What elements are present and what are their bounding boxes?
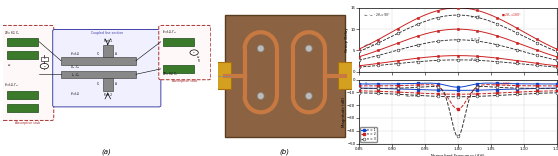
X-axis label: Normalized Frequency $(f/f_0)$: Normalized Frequency $(f/f_0)$ xyxy=(430,152,485,156)
Bar xyxy=(163,65,194,73)
Bar xyxy=(61,57,136,65)
Text: $\omega$: $\omega$ xyxy=(193,50,196,55)
Text: $\theta=\lambda/4$: $\theta=\lambda/4$ xyxy=(70,90,81,97)
Bar xyxy=(7,104,38,112)
Text: $2\theta_0\!=\!180°$: $2\theta_0\!=\!180°$ xyxy=(494,80,512,88)
Text: $\blacksquare$ $2\theta_0\!=\!180°$: $\blacksquare$ $2\theta_0\!=\!180°$ xyxy=(501,12,521,19)
Text: $\theta_0$: $\theta_0$ xyxy=(114,50,118,58)
Text: $S_{11}=S_{22}$: $S_{11}=S_{22}$ xyxy=(405,92,421,100)
Circle shape xyxy=(40,63,49,69)
Text: Coupled line section: Coupled line section xyxy=(91,31,123,35)
Bar xyxy=(163,38,194,46)
Bar xyxy=(211,62,232,89)
Text: $Y_0$: $Y_0$ xyxy=(96,81,101,88)
Y-axis label: Group Delay: Group Delay xyxy=(345,28,349,52)
Text: n = 3: n = 3 xyxy=(471,15,480,20)
Bar xyxy=(338,62,358,89)
Text: R: R xyxy=(198,59,199,63)
Text: Absorptive stub: Absorptive stub xyxy=(172,79,198,83)
Text: $2\theta=\lambda/2,Y_{st}$: $2\theta=\lambda/2,Y_{st}$ xyxy=(4,29,20,37)
Legend: n = 1, n = 2, n = 3: n = 1, n = 2, n = 3 xyxy=(360,127,377,142)
Text: $Z_{01}=50\,\Omega$  $k=-10.7\,$dB  $Z_{0e}=123.27\,\Omega$  $Z_{0o}=67.58\,\Ome: $Z_{01}=50\,\Omega$ $k=-10.7\,$dB $Z_{0e… xyxy=(412,83,504,91)
Text: Port 2: Port 2 xyxy=(104,93,112,97)
Text: $2\theta=\lambda/2,Y_{st}$: $2\theta=\lambda/2,Y_{st}$ xyxy=(162,71,179,78)
Circle shape xyxy=(257,93,264,99)
FancyBboxPatch shape xyxy=(2,25,54,120)
Text: $Y_0$: $Y_0$ xyxy=(96,50,101,58)
Text: $\theta=\lambda/4,Y_{st}$: $\theta=\lambda/4,Y_{st}$ xyxy=(4,82,19,89)
Text: $\tau_1^{Type-I}$: $\tau_1^{Type-I}$ xyxy=(363,42,377,51)
Bar xyxy=(103,45,113,57)
Bar xyxy=(41,57,47,61)
Text: Absorptive stub: Absorptive stub xyxy=(15,121,40,125)
Text: $\delta=\lambda/4,Y_{st}$: $\delta=\lambda/4,Y_{st}$ xyxy=(162,29,177,36)
Text: (a): (a) xyxy=(102,148,112,155)
Text: $\omega$: $\omega$ xyxy=(42,64,46,69)
Text: R: R xyxy=(44,58,45,59)
Text: $\theta_0$: $\theta_0$ xyxy=(114,81,118,88)
Bar xyxy=(103,78,113,91)
Bar xyxy=(7,38,38,46)
Circle shape xyxy=(306,45,312,52)
Circle shape xyxy=(257,45,264,52)
Text: $\omega$: $\omega$ xyxy=(7,62,11,68)
Bar xyxy=(61,71,136,78)
Y-axis label: Magnitude (dB): Magnitude (dB) xyxy=(341,96,346,127)
Text: $S_{21}$: $S_{21}$ xyxy=(364,80,371,88)
Bar xyxy=(7,51,38,59)
Text: $\theta=\lambda/4$: $\theta=\lambda/4$ xyxy=(70,50,81,57)
Text: $\circ\!-\!\cdot\!-\!\cdot$ $2\theta_0\!=\!90°$: $\circ\!-\!\cdot\!-\!\cdot$ $2\theta_0\!… xyxy=(363,12,390,19)
FancyBboxPatch shape xyxy=(52,29,161,107)
FancyBboxPatch shape xyxy=(159,25,211,80)
Circle shape xyxy=(190,50,198,55)
Text: $V_{0e},Y_{0e}$: $V_{0e},Y_{0e}$ xyxy=(70,63,81,71)
Circle shape xyxy=(306,93,312,99)
Text: (b): (b) xyxy=(280,148,290,155)
Text: n = 1: n = 1 xyxy=(471,57,480,61)
Text: $\omega$: $\omega$ xyxy=(196,54,200,60)
Text: n = 2: n = 2 xyxy=(471,37,480,41)
Text: $I_{0e},Y_{0o}$: $I_{0e},Y_{0o}$ xyxy=(71,71,80,79)
Bar xyxy=(7,91,38,99)
Text: Port 1: Port 1 xyxy=(104,39,112,43)
